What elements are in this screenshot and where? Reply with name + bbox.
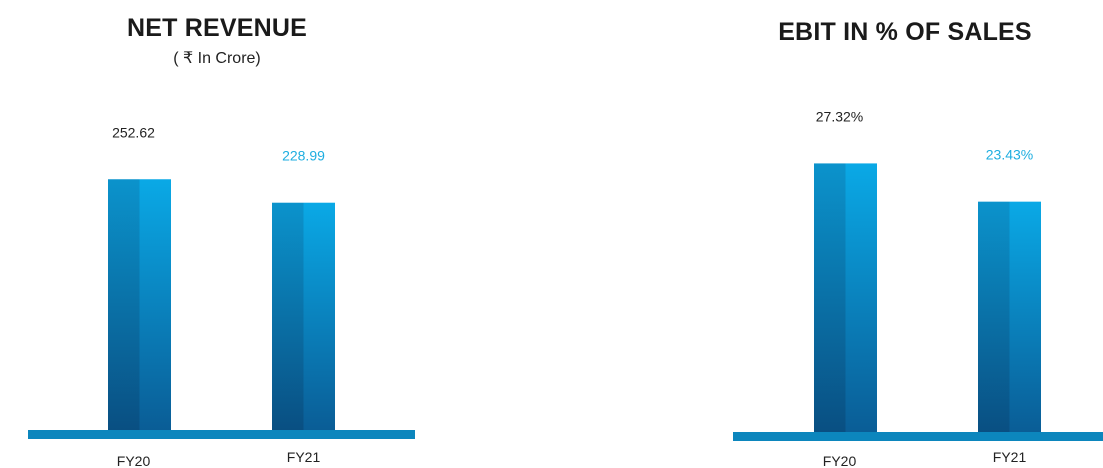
value-label: 252.62 bbox=[112, 124, 155, 140]
bar-left-face bbox=[978, 201, 1010, 432]
bar-left-face bbox=[108, 179, 140, 430]
ebit-panel: EBIT IN % OF SALES 27.32% FY20 23.43% FY21 bbox=[700, 0, 1103, 468]
ebit-chart: 27.32% FY20 23.43% FY21 bbox=[733, 108, 1103, 468]
bar-left-face bbox=[814, 163, 846, 433]
baseline-axis bbox=[28, 430, 415, 439]
value-label: 27.32% bbox=[816, 108, 863, 124]
value-label: 23.43% bbox=[986, 147, 1033, 163]
bar-right-face bbox=[303, 202, 335, 430]
category-label: FY21 bbox=[993, 449, 1027, 465]
bar-right-face bbox=[845, 163, 877, 433]
bar-right-face bbox=[139, 179, 171, 430]
value-label: 228.99 bbox=[282, 148, 325, 164]
net-revenue-panel: NET REVENUE ( ₹ In Crore) 252.62 FY20 228.… bbox=[0, 0, 430, 468]
baseline-axis bbox=[733, 432, 1103, 441]
chart-subtitle: ( ₹ In Crore) bbox=[173, 50, 261, 67]
category-label: FY20 bbox=[117, 453, 151, 468]
bar-fy20 bbox=[814, 163, 877, 433]
chart-title: NET REVENUE bbox=[126, 14, 307, 42]
bar-fy20 bbox=[108, 179, 171, 430]
net-revenue-chart: 252.62 FY20 228.99 FY21 bbox=[28, 124, 415, 468]
bar-right-face bbox=[1009, 201, 1041, 432]
category-label: FY20 bbox=[823, 453, 857, 468]
bar-fy21 bbox=[272, 202, 335, 430]
bar-left-face bbox=[272, 202, 304, 430]
bar-fy21 bbox=[978, 201, 1041, 432]
category-label: FY21 bbox=[287, 449, 321, 465]
chart-title: EBIT IN % OF SALES bbox=[778, 18, 1032, 46]
